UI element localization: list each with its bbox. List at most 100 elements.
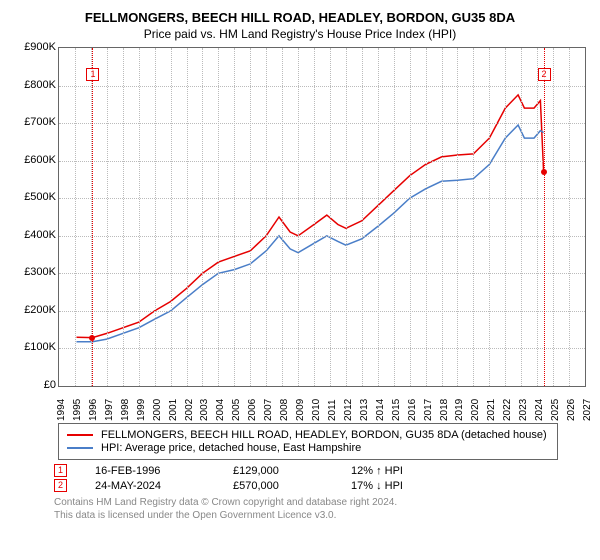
v-gridline — [123, 48, 124, 386]
v-gridline — [553, 48, 554, 386]
v-gridline — [537, 48, 538, 386]
v-gridline — [489, 48, 490, 386]
v-gridline — [442, 48, 443, 386]
transaction-delta: 17% ↓ HPI — [351, 480, 403, 492]
x-tick-label: 2027 — [582, 399, 593, 421]
x-tick-label: 2004 — [215, 399, 226, 421]
y-tick-label: £200K — [24, 304, 56, 316]
legend: FELLMONGERS, BEECH HILL ROAD, HEADLEY, B… — [58, 423, 558, 460]
x-tick-label: 2009 — [295, 399, 306, 421]
y-tick-label: £800K — [24, 79, 56, 91]
transaction-marker: 1 — [54, 464, 67, 477]
x-tick-label: 2026 — [566, 399, 577, 421]
x-tick-label: 2025 — [550, 399, 561, 421]
legend-swatch — [67, 434, 93, 436]
legend-label: FELLMONGERS, BEECH HILL ROAD, HEADLEY, B… — [101, 429, 547, 441]
v-gridline — [202, 48, 203, 386]
v-gridline — [314, 48, 315, 386]
y-tick-label: £100K — [24, 341, 56, 353]
x-tick-label: 2003 — [199, 399, 210, 421]
marker-point — [541, 169, 547, 175]
v-gridline — [330, 48, 331, 386]
v-gridline — [410, 48, 411, 386]
x-tick-label: 2017 — [423, 399, 434, 421]
y-tick-label: £900K — [24, 41, 56, 53]
v-gridline — [569, 48, 570, 386]
chart-title: FELLMONGERS, BEECH HILL ROAD, HEADLEY, B… — [10, 10, 590, 25]
v-gridline — [505, 48, 506, 386]
v-gridline — [107, 48, 108, 386]
transaction-delta: 12% ↑ HPI — [351, 465, 403, 477]
x-tick-label: 2024 — [534, 399, 545, 421]
v-gridline — [394, 48, 395, 386]
x-tick-label: 1997 — [104, 399, 115, 421]
x-tick-label: 2023 — [518, 399, 529, 421]
transaction-date: 16-FEB-1996 — [95, 465, 205, 477]
y-tick-label: £600K — [24, 154, 56, 166]
legend-label: HPI: Average price, detached house, East… — [101, 442, 361, 454]
y-tick-label: £700K — [24, 116, 56, 128]
x-tick-label: 2015 — [391, 399, 402, 421]
licence-line: This data is licensed under the Open Gov… — [54, 509, 590, 522]
v-gridline — [521, 48, 522, 386]
v-gridline — [234, 48, 235, 386]
x-tick-label: 2002 — [184, 399, 195, 421]
transaction-price: £129,000 — [233, 465, 323, 477]
x-tick-label: 1996 — [88, 399, 99, 421]
v-gridline — [298, 48, 299, 386]
transaction-marker: 2 — [54, 479, 67, 492]
v-gridline — [187, 48, 188, 386]
legend-swatch — [67, 447, 93, 449]
x-axis-labels: 1994199519961997199819992000200120022003… — [58, 389, 586, 417]
v-gridline — [171, 48, 172, 386]
x-tick-label: 2020 — [470, 399, 481, 421]
v-gridline — [282, 48, 283, 386]
licence-line: Contains HM Land Registry data © Crown c… — [54, 496, 590, 509]
v-gridline — [426, 48, 427, 386]
v-gridline — [75, 48, 76, 386]
marker-line — [544, 48, 545, 386]
x-tick-label: 2008 — [279, 399, 290, 421]
x-tick-label: 1998 — [120, 399, 131, 421]
x-tick-label: 2011 — [327, 399, 338, 421]
x-tick-label: 2001 — [168, 399, 179, 421]
v-gridline — [218, 48, 219, 386]
x-tick-label: 2021 — [486, 399, 497, 421]
marker-box: 2 — [538, 68, 551, 81]
transaction-date: 24-MAY-2024 — [95, 480, 205, 492]
x-tick-label: 2016 — [407, 399, 418, 421]
marker-point — [89, 335, 95, 341]
transaction-table: 1 16-FEB-1996 £129,000 12% ↑ HPI 2 24-MAY-202… — [54, 464, 590, 492]
transaction-row: 2 24-MAY-2024 £570,000 17% ↓ HPI — [54, 479, 590, 492]
x-tick-label: 2007 — [263, 399, 274, 421]
chart-container: FELLMONGERS, BEECH HILL ROAD, HEADLEY, B… — [0, 0, 600, 530]
x-tick-label: 2000 — [152, 399, 163, 421]
v-gridline — [266, 48, 267, 386]
x-tick-label: 2013 — [359, 399, 370, 421]
y-tick-label: £500K — [24, 191, 56, 203]
x-tick-label: 2019 — [454, 399, 465, 421]
x-tick-label: 2014 — [375, 399, 386, 421]
y-tick-label: £300K — [24, 266, 56, 278]
x-tick-label: 2005 — [231, 399, 242, 421]
x-tick-label: 2010 — [311, 399, 322, 421]
transaction-row: 1 16-FEB-1996 £129,000 12% ↑ HPI — [54, 464, 590, 477]
x-tick-label: 1999 — [136, 399, 147, 421]
x-tick-label: 2006 — [247, 399, 258, 421]
v-gridline — [250, 48, 251, 386]
licence-text: Contains HM Land Registry data © Crown c… — [54, 496, 590, 522]
y-tick-label: £400K — [24, 229, 56, 241]
legend-row: HPI: Average price, detached house, East… — [67, 442, 549, 454]
transaction-price: £570,000 — [233, 480, 323, 492]
chart-subtitle: Price paid vs. HM Land Registry's House … — [10, 27, 590, 41]
v-gridline — [139, 48, 140, 386]
v-gridline — [473, 48, 474, 386]
x-tick-label: 2018 — [439, 399, 450, 421]
v-gridline — [457, 48, 458, 386]
x-tick-label: 2012 — [343, 399, 354, 421]
v-gridline — [378, 48, 379, 386]
x-tick-label: 1995 — [72, 399, 83, 421]
marker-box: 1 — [86, 68, 99, 81]
y-tick-label: £0 — [44, 379, 56, 391]
plot-area: 12 — [58, 47, 586, 387]
